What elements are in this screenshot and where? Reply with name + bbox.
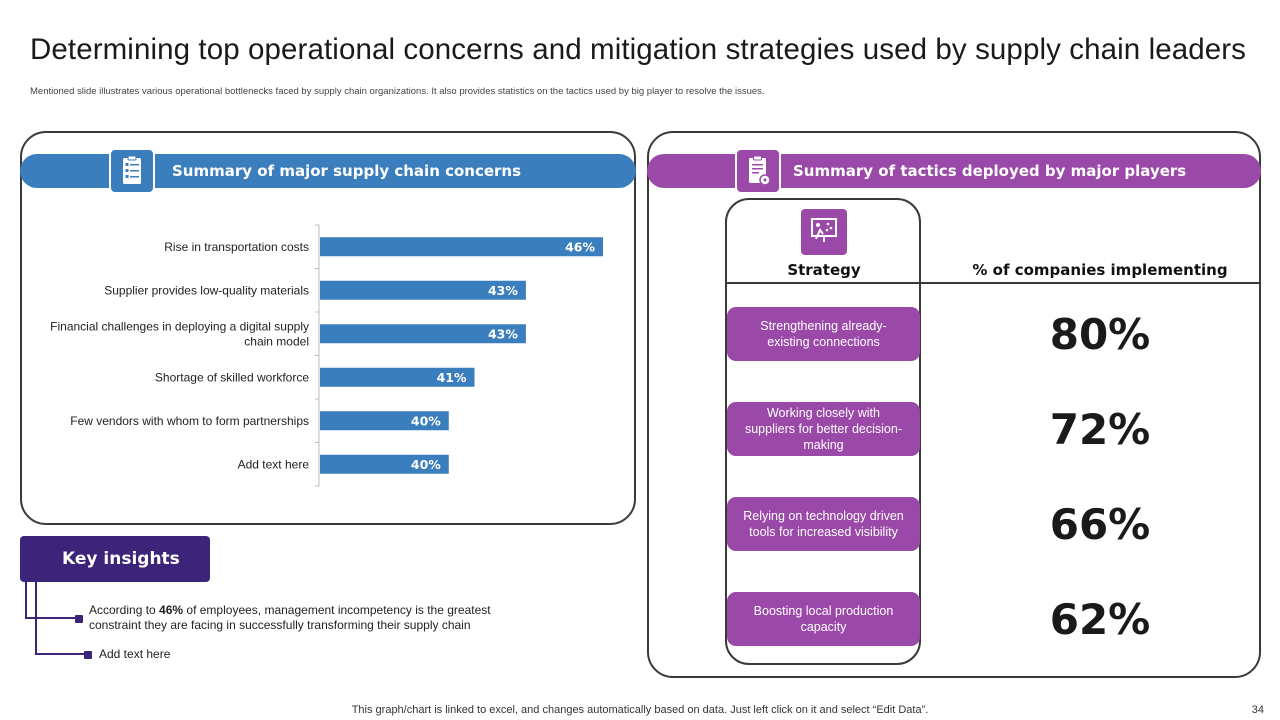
insight-bullet-2: [84, 651, 92, 659]
insight-item-2: Add text here: [99, 647, 171, 661]
insight-connector-1: [25, 568, 77, 619]
chart-bar: [320, 324, 526, 344]
chart-bar: [320, 411, 449, 431]
chart-bar: [320, 237, 603, 257]
header-divider: [725, 282, 1261, 284]
insight-text-post: of employees, management incompetency is…: [89, 603, 491, 632]
percent-value: 66%: [1049, 500, 1151, 549]
strategy-pill: Boosting local production capacity: [727, 592, 920, 646]
chart-value-label: 40%: [411, 457, 441, 472]
chart-bar: [320, 454, 449, 474]
insight-bullet-1: [75, 615, 83, 623]
insight-highlight: 46%: [159, 603, 184, 617]
key-insights-title: Key insights: [20, 536, 210, 582]
chart-category-label: Rise in transportation costs: [164, 240, 309, 254]
chart-category-label: Supplier provides low-quality materials: [104, 283, 309, 297]
strategy-pill: Working closely with suppliers for bette…: [727, 402, 920, 456]
percent-header: % of companies implementing: [972, 261, 1228, 279]
page-number: 34: [1251, 704, 1264, 716]
strategy-header: Strategy: [787, 261, 861, 279]
chart-value-label: 46%: [565, 239, 595, 254]
percent-value: 80%: [1049, 310, 1151, 359]
chart-value-label: 41%: [437, 370, 467, 385]
chart-value-label: 43%: [488, 283, 518, 298]
chart-category-label: Shortage of skilled workforce: [155, 370, 309, 384]
percent-value: 62%: [1049, 595, 1151, 644]
chart-value-label: 43%: [488, 326, 518, 341]
footer-note: This graph/chart is linked to excel, and…: [351, 704, 929, 716]
checklist-icon: [109, 148, 155, 194]
insight-item-1: According to 46% of employees, managemen…: [89, 603, 509, 633]
page-title: Determining top operational concerns and…: [30, 33, 1247, 66]
strategy-pill: Relying on technology driven tools for i…: [727, 497, 920, 551]
chart-value-label: 40%: [411, 413, 441, 428]
strategy-pill: Strengthening already-existing connectio…: [727, 307, 920, 361]
page-subtitle: Mentioned slide illustrates various oper…: [30, 86, 765, 97]
chart-category-label: Financial challenges in deploying a digi…: [50, 319, 309, 348]
presentation-icon: [801, 209, 847, 255]
percent-value: 72%: [1049, 405, 1151, 454]
clipboard-icon: [735, 148, 781, 194]
strategy-column: [725, 198, 921, 665]
insight-text-pre: According to: [89, 603, 160, 617]
concerns-bar-chart: 46% Rise in transportation costs 43% Suppli…: [50, 224, 603, 487]
chart-category-label: Add text here: [238, 457, 310, 471]
insight-connector-2: [35, 568, 85, 655]
chart-bar: [320, 280, 526, 300]
chart-bar: [320, 367, 475, 387]
chart-category-label: Few vendors with whom to form partnershi…: [70, 414, 309, 428]
